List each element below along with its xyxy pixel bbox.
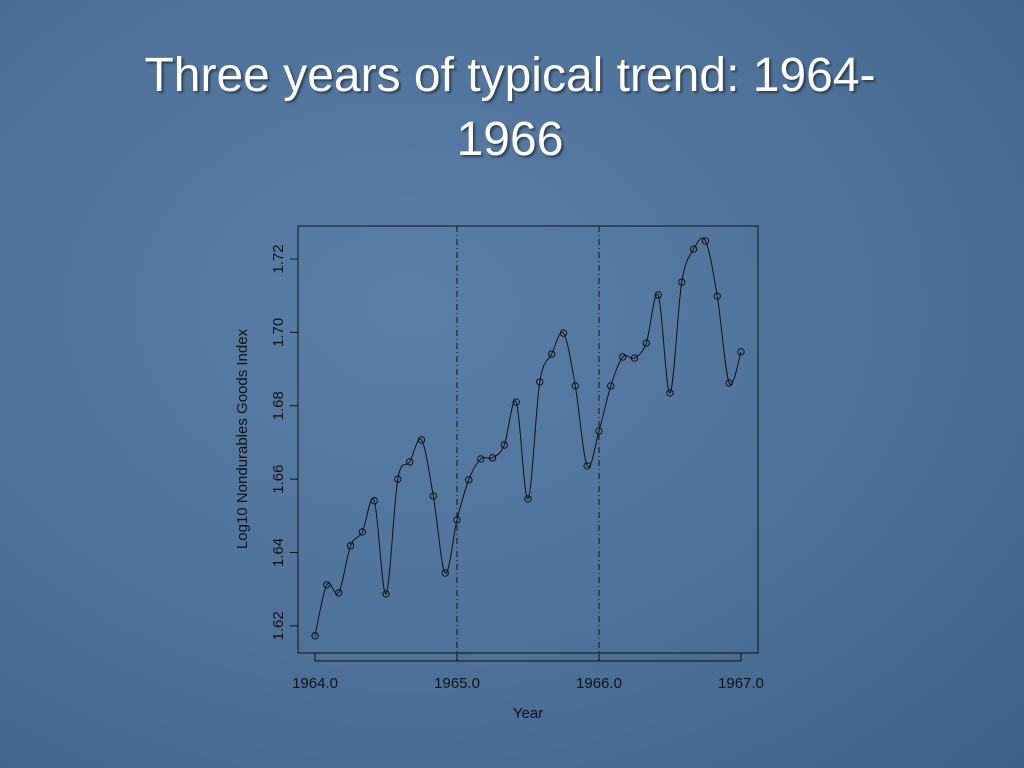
data-point: [500, 441, 508, 449]
data-point: [394, 475, 402, 483]
data-point: [512, 398, 520, 406]
data-point: [701, 237, 710, 245]
y-tick-label: 1.70: [270, 318, 287, 347]
data-point: [477, 455, 485, 463]
data-point: [548, 350, 556, 358]
data-point: [630, 354, 639, 362]
data-point: [323, 581, 331, 589]
data-point: [654, 291, 662, 299]
data-point: [335, 589, 343, 597]
y-axis-label: Log10 Nondurables Goods Index: [234, 328, 251, 549]
data-point: [678, 278, 686, 286]
data-point: [346, 542, 355, 550]
data-point: [358, 528, 367, 536]
data-point: [488, 454, 497, 462]
plot-frame: [297, 225, 759, 654]
data-point: [725, 379, 733, 387]
y-tick-label: 1.68: [270, 391, 287, 420]
data-point: [370, 497, 378, 505]
data-point: [406, 458, 414, 466]
data-point: [713, 292, 721, 300]
data-point: [311, 632, 319, 640]
x-axis-label: Year: [513, 705, 543, 722]
data-point: [559, 329, 568, 337]
data-point: [441, 569, 449, 577]
data-point: [583, 462, 591, 470]
data-point: [571, 382, 579, 390]
data-point: [607, 382, 615, 390]
data-point: [536, 378, 544, 386]
data-point: [453, 516, 461, 524]
data-point: [524, 495, 532, 503]
data-point: [642, 339, 650, 347]
data-point: [465, 476, 473, 484]
data-point: [595, 427, 603, 435]
data-point: [382, 590, 390, 598]
data-point: [737, 348, 745, 356]
data-point: [417, 436, 426, 444]
y-tick-label: 1.64: [270, 538, 287, 567]
x-tick-label: 1964.0: [292, 675, 338, 692]
series-line: [314, 237, 742, 636]
data-point: [429, 492, 438, 500]
x-tick-label: 1965.0: [434, 675, 480, 692]
y-tick-label: 1.62: [270, 611, 287, 640]
y-tick-label: 1.72: [270, 244, 287, 273]
data-point: [689, 245, 698, 253]
x-tick-label: 1966.0: [576, 675, 622, 692]
x-tick-label: 1967.0: [718, 675, 764, 692]
data-point: [666, 389, 674, 397]
data-point: [618, 353, 627, 361]
slide-title: Three years of typical trend: 1964-1966: [144, 49, 876, 166]
y-tick-label: 1.66: [270, 465, 287, 494]
